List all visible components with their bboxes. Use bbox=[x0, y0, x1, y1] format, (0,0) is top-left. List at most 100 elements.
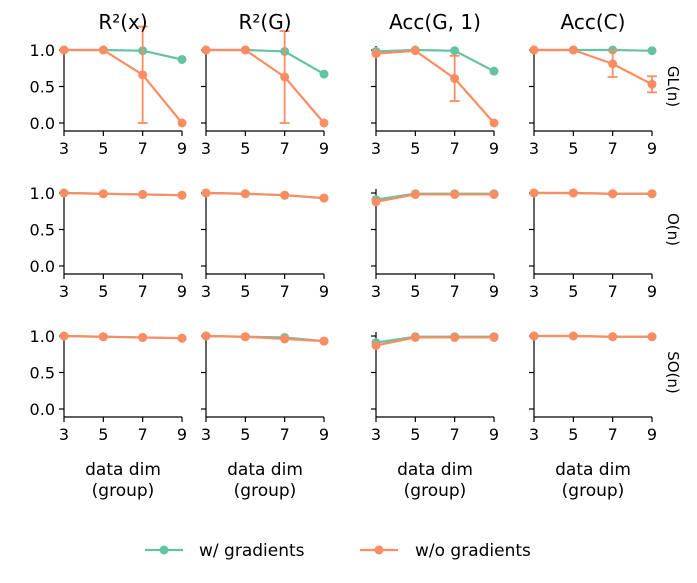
series-line bbox=[64, 48, 183, 61]
data-point bbox=[280, 190, 290, 200]
column-title: R²(G) bbox=[238, 10, 291, 34]
x-axis-label: data dim bbox=[227, 460, 303, 480]
data-point bbox=[177, 190, 187, 200]
row-label: SO(n) bbox=[664, 351, 682, 394]
data-point bbox=[177, 118, 187, 128]
data-point bbox=[319, 118, 329, 128]
x-tick-label: 3 bbox=[371, 139, 381, 158]
x-tick-label: 9 bbox=[489, 425, 499, 444]
y-tick-label: 0.5 bbox=[30, 78, 55, 97]
x-tick-label: 3 bbox=[59, 139, 69, 158]
data-point bbox=[59, 45, 69, 55]
series-line bbox=[64, 48, 183, 124]
data-point bbox=[410, 332, 420, 342]
data-point bbox=[59, 188, 69, 198]
x-tick-label: 3 bbox=[201, 425, 211, 444]
x-tick-label: 9 bbox=[489, 139, 499, 158]
x-tick-label: 5 bbox=[240, 139, 250, 158]
data-point bbox=[177, 333, 187, 343]
data-point bbox=[568, 331, 578, 341]
data-point bbox=[319, 336, 329, 346]
data-point bbox=[201, 188, 211, 198]
series-line bbox=[63, 191, 183, 197]
data-point bbox=[647, 332, 657, 342]
series-line bbox=[375, 48, 495, 73]
y-tick-label: 0.0 bbox=[30, 400, 55, 419]
data-point bbox=[177, 54, 187, 64]
data-point bbox=[201, 45, 211, 55]
x-tick-label: 3 bbox=[59, 425, 69, 444]
x-tick-label: 7 bbox=[450, 139, 460, 158]
x-axis-label: (group) bbox=[404, 481, 467, 501]
panel-3-4: 3 5 7 9 SO(n) data dim(group) bbox=[529, 331, 682, 501]
y-tick-label: 0.0 bbox=[30, 257, 55, 276]
legend-without-marker bbox=[374, 545, 384, 555]
panel-1-1: 0.0 0.5 1.0 3 5 7 9 R²(x) bbox=[30, 10, 188, 158]
series-line bbox=[534, 191, 652, 195]
data-point bbox=[240, 45, 250, 55]
facet-grid: 0.0 0.5 1.0 3 5 7 9 R²(x) 3 5 7 9 R²(G) 3 5 7 9 Acc(G, 1)… bbox=[30, 10, 682, 501]
data-point bbox=[138, 189, 148, 199]
data-point bbox=[371, 340, 381, 350]
data-point bbox=[568, 188, 578, 198]
data-point bbox=[489, 118, 499, 128]
series-line bbox=[206, 48, 325, 76]
x-tick-label: 9 bbox=[319, 139, 329, 158]
x-tick-label: 9 bbox=[647, 282, 657, 301]
y-tick-label: 1.0 bbox=[30, 327, 55, 346]
x-tick-label: 9 bbox=[647, 139, 657, 158]
series-line bbox=[375, 336, 494, 347]
y-tick-label: 0.0 bbox=[30, 114, 55, 133]
series-line bbox=[534, 334, 652, 338]
x-tick-label: 9 bbox=[319, 425, 329, 444]
series-line bbox=[205, 334, 325, 343]
x-tick-label: 3 bbox=[529, 139, 539, 158]
x-tick-label: 7 bbox=[608, 282, 618, 301]
series-line bbox=[63, 334, 183, 340]
legend-with-label: w/ gradients bbox=[199, 541, 305, 561]
x-tick-label: 5 bbox=[98, 139, 108, 158]
x-tick-label: 9 bbox=[177, 425, 187, 444]
data-point bbox=[280, 72, 290, 82]
panel-3-2: 3 5 7 9 data dim(group) bbox=[201, 331, 329, 501]
data-point bbox=[410, 189, 420, 199]
x-tick-label: 5 bbox=[98, 425, 108, 444]
data-point bbox=[240, 332, 250, 342]
x-tick-label: 5 bbox=[568, 139, 578, 158]
x-tick-label: 3 bbox=[529, 282, 539, 301]
panel-1-4: 3 5 7 9 Acc(C) GL(n) bbox=[529, 10, 682, 158]
data-point bbox=[608, 189, 618, 199]
column-title: R²(x) bbox=[98, 10, 147, 34]
x-tick-label: 7 bbox=[280, 425, 290, 444]
x-axis-label: (group) bbox=[562, 481, 625, 501]
x-axis-label: (group) bbox=[234, 481, 297, 501]
data-point bbox=[371, 49, 381, 59]
data-point bbox=[98, 189, 108, 199]
x-tick-label: 9 bbox=[319, 282, 329, 301]
panel-3-1: 0.0 0.5 1.0 3 5 7 9 data dim(group) bbox=[30, 327, 188, 501]
x-tick-label: 7 bbox=[138, 425, 148, 444]
data-point bbox=[450, 332, 460, 342]
data-point bbox=[647, 189, 657, 199]
column-title: Acc(C) bbox=[561, 10, 626, 34]
data-point bbox=[240, 189, 250, 199]
data-point bbox=[98, 332, 108, 342]
data-point bbox=[138, 332, 148, 342]
x-tick-label: 3 bbox=[201, 282, 211, 301]
x-tick-label: 3 bbox=[529, 425, 539, 444]
panel-2-2: 3 5 7 9 bbox=[201, 188, 329, 301]
data-point bbox=[59, 331, 69, 341]
x-tick-label: 3 bbox=[371, 282, 381, 301]
data-point bbox=[529, 45, 539, 55]
x-tick-label: 5 bbox=[568, 282, 578, 301]
x-axis-label: data dim bbox=[397, 460, 473, 480]
data-point bbox=[371, 197, 381, 207]
x-tick-label: 7 bbox=[138, 282, 148, 301]
data-point bbox=[410, 46, 420, 56]
x-tick-label: 7 bbox=[280, 139, 290, 158]
x-axis-label: data dim bbox=[555, 460, 631, 480]
legend-with-marker bbox=[159, 545, 169, 555]
x-axis-label: data dim bbox=[85, 460, 161, 480]
data-point bbox=[529, 331, 539, 341]
